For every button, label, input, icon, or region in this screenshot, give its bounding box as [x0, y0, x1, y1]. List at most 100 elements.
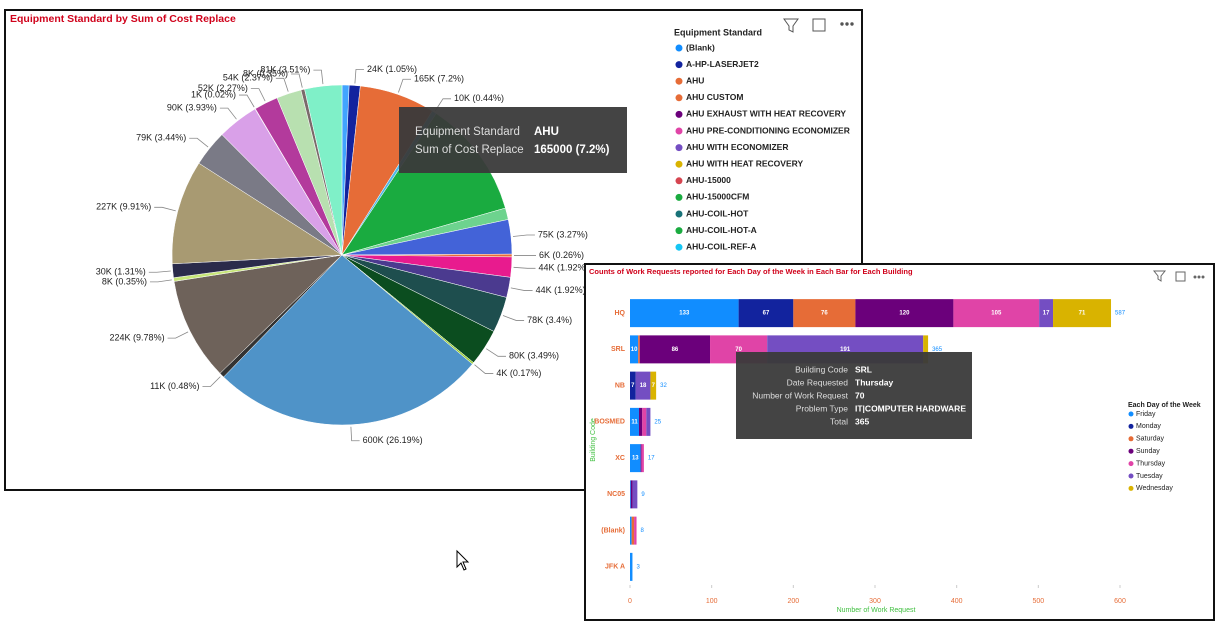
- leader-line: [149, 279, 172, 283]
- tooltip-value: Thursday: [855, 377, 894, 387]
- leader-line: [250, 88, 266, 102]
- bar-segment: [631, 516, 635, 545]
- visual-header-icons[interactable]: [1152, 270, 1205, 282]
- legend-marker: [675, 243, 683, 251]
- legend-marker: [675, 61, 683, 69]
- x-tick-label: 100: [706, 598, 718, 605]
- total-label: 365: [932, 347, 943, 353]
- bar-segment: [646, 407, 651, 436]
- data-label: 80K (3.49%): [509, 351, 559, 361]
- more-icon[interactable]: [845, 22, 849, 26]
- tooltip-value: 70: [855, 390, 865, 400]
- legend-marker: [1128, 461, 1134, 467]
- pie-slice: [171, 162, 343, 265]
- leader-line: [167, 331, 189, 339]
- total-label: 9: [641, 492, 645, 498]
- legend-label: AHU PRE-CONDITIONING ECONOMIZER: [686, 125, 850, 135]
- leader-line: [202, 376, 221, 387]
- bar-segment: [953, 299, 1040, 328]
- legend-marker: [675, 94, 683, 102]
- data-label: 191: [840, 347, 851, 353]
- data-label: 10K (0.44%): [454, 93, 504, 103]
- legend-marker: [675, 193, 683, 201]
- leader-line: [486, 348, 506, 357]
- legend-label: AHU EXHAUST WITH HEAT RECOVERY: [686, 109, 846, 119]
- leader-line: [474, 364, 494, 374]
- data-label: 78K (3.4%): [527, 315, 572, 325]
- data-label: 81K (3.51%): [260, 65, 310, 75]
- data-label: 11: [631, 419, 638, 425]
- data-label: 52K (2.27%): [198, 83, 248, 93]
- visual-header-icons[interactable]: [783, 18, 854, 33]
- y-tick-label: XC: [615, 455, 625, 462]
- data-label: 76: [821, 311, 828, 317]
- y-tick-label: (Blank): [601, 527, 625, 534]
- bar-segment: [630, 552, 633, 581]
- bar-segment: [630, 444, 641, 473]
- data-label: 120: [899, 311, 910, 317]
- focus-icon[interactable]: [1175, 271, 1186, 282]
- bar-visual: Counts of Work Requests reported for Eac…: [584, 263, 1215, 621]
- bar-segment: [632, 480, 638, 509]
- chart-title: Counts of Work Requests reported for Eac…: [589, 267, 913, 276]
- legend-marker: [1128, 485, 1134, 491]
- y-tick-label: BOSMED: [594, 419, 625, 426]
- bar-segment: [923, 335, 929, 364]
- focus-icon[interactable]: [812, 18, 826, 32]
- data-label: 600K (26.19%): [363, 435, 423, 445]
- tooltip-label: Total: [830, 416, 848, 426]
- data-label: 11K (0.48%): [150, 381, 199, 391]
- legend-label: Tuesday: [1136, 473, 1163, 480]
- data-label: 18: [640, 383, 647, 389]
- leader-line: [510, 287, 533, 291]
- bar-segment: [630, 299, 739, 328]
- data-label: 79K (3.44%): [136, 133, 186, 143]
- legend-label: AHU: [686, 75, 704, 85]
- leader-line: [239, 94, 255, 108]
- y-tick-label: NC05: [607, 491, 625, 498]
- tooltip-label: Number of Work Request: [752, 390, 848, 400]
- tooltip-value: 365: [855, 416, 869, 426]
- data-label: 54K (2.37%): [223, 73, 273, 83]
- tooltip-value: IT|COMPUTER HARDWARE: [855, 403, 966, 413]
- total-label: 587: [1115, 311, 1126, 317]
- legend-label: AHU-15000CFM: [686, 192, 749, 202]
- legend-label: (Blank): [686, 42, 715, 52]
- data-label: 133: [679, 311, 690, 317]
- tooltip: [736, 352, 972, 439]
- more-icon[interactable]: [1197, 275, 1201, 279]
- more-icon[interactable]: [1193, 275, 1197, 279]
- legend-label: Thursday: [1136, 460, 1166, 467]
- filter-icon[interactable]: [1152, 270, 1167, 282]
- data-label: 90K (3.93%): [167, 103, 217, 113]
- leader-line: [148, 270, 171, 273]
- legend-title: Equipment Standard: [674, 27, 762, 37]
- leader-line: [154, 206, 176, 212]
- data-label: 86: [672, 347, 679, 353]
- leader-line: [291, 73, 303, 88]
- legend-label: Monday: [1136, 423, 1161, 430]
- pie-slice: [173, 254, 343, 374]
- legend-title: Each Day of the Week: [1128, 402, 1201, 409]
- more-icon[interactable]: [1201, 275, 1205, 279]
- data-label: 71: [1079, 311, 1086, 317]
- legend-label: Wednesday: [1136, 485, 1173, 492]
- more-icon[interactable]: [850, 22, 854, 26]
- pie-slice: [304, 84, 343, 256]
- legend-label: AHU-COIL-REF-A: [686, 241, 756, 251]
- legend-label: A-HP-LASERJET2: [686, 59, 759, 69]
- filter-icon[interactable]: [783, 18, 799, 33]
- tooltip: [399, 107, 627, 173]
- more-icon[interactable]: [840, 22, 844, 26]
- legend-marker: [675, 77, 683, 85]
- leader-line: [313, 69, 324, 85]
- bar-segment: [793, 299, 856, 328]
- x-tick-label: 500: [1032, 598, 1044, 605]
- bar-segment: [630, 516, 632, 545]
- legend-marker: [675, 210, 683, 218]
- leader-line: [512, 234, 535, 237]
- legend-marker: [675, 110, 683, 118]
- data-label: 67: [763, 311, 770, 317]
- bar-segment: [638, 335, 640, 364]
- tooltip-value: SRL: [855, 364, 872, 374]
